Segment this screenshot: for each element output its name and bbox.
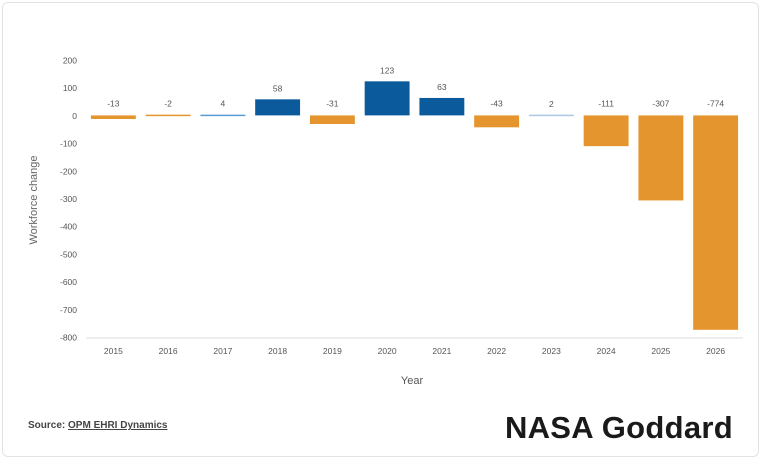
y-tick-label: 0 bbox=[72, 111, 77, 121]
bar-2017 bbox=[200, 114, 246, 117]
data-label-2021: 63 bbox=[437, 82, 447, 92]
x-tick-label: 2017 bbox=[213, 346, 232, 356]
x-tick-label: 2016 bbox=[159, 346, 178, 356]
chart-card bbox=[2, 2, 759, 457]
data-label-2017: 4 bbox=[221, 98, 226, 108]
bar-2019 bbox=[309, 115, 355, 124]
y-tick-label: -200 bbox=[60, 166, 77, 176]
bar-2021 bbox=[419, 97, 465, 116]
x-tick-label: 2019 bbox=[323, 346, 342, 356]
x-tick-label: 2026 bbox=[706, 346, 725, 356]
bar-2015 bbox=[90, 115, 136, 120]
data-label-2024: -111 bbox=[598, 98, 614, 108]
bar-2018 bbox=[255, 99, 301, 116]
bar-2025 bbox=[638, 115, 684, 201]
source-label: Source: bbox=[28, 420, 66, 431]
x-tick-label: 2018 bbox=[268, 346, 287, 356]
y-tick-label: -500 bbox=[60, 249, 77, 259]
data-label-2020: 123 bbox=[380, 65, 394, 75]
source-link[interactable]: OPM EHRI Dynamics bbox=[68, 420, 168, 431]
data-label-2022: -43 bbox=[490, 98, 503, 108]
x-axis-label: Year bbox=[401, 375, 424, 387]
x-tick-label: 2022 bbox=[487, 346, 506, 356]
bar-2016 bbox=[145, 114, 191, 117]
x-tick-label: 2023 bbox=[542, 346, 561, 356]
data-label-2025: -307 bbox=[652, 98, 669, 108]
bars bbox=[90, 81, 739, 330]
x-tick-label: 2024 bbox=[597, 346, 616, 356]
source-line: Source: OPM EHRI Dynamics bbox=[28, 420, 168, 431]
bar-2020 bbox=[364, 81, 410, 116]
x-axis: 2015 2016 2017 2018 2019 2020 2021 2022 2023 2024… bbox=[86, 337, 743, 356]
x-tick-label: 2021 bbox=[432, 346, 451, 356]
bar-2026 bbox=[693, 115, 739, 330]
y-tick-label: -600 bbox=[60, 277, 77, 287]
data-label-2019: -31 bbox=[326, 98, 339, 108]
data-label-2018: 58 bbox=[273, 83, 283, 93]
data-label-2015: -13 bbox=[107, 98, 120, 108]
y-tick-label: -300 bbox=[60, 194, 77, 204]
y-tick-label: 100 bbox=[63, 83, 77, 93]
bar-2023 bbox=[528, 114, 574, 117]
data-label-2023: 2 bbox=[549, 99, 554, 109]
x-tick-label: 2015 bbox=[104, 346, 123, 356]
y-tick-label: -700 bbox=[60, 305, 77, 315]
y-tick-label: -800 bbox=[60, 333, 77, 343]
y-tick-label: -400 bbox=[60, 222, 77, 232]
y-tick-label: 200 bbox=[63, 56, 77, 66]
brand-logo-text: NASA Goddard bbox=[504, 410, 733, 445]
y-tick-label: -100 bbox=[60, 139, 77, 149]
data-label-2026: -774 bbox=[707, 98, 724, 108]
data-labels: -13 -2 4 58 -31 123 63 -43 2 -111 -307 -774 bbox=[107, 65, 724, 109]
x-tick-label: 2020 bbox=[378, 346, 397, 356]
bar-2024 bbox=[583, 115, 629, 147]
y-axis: 200 100 0 -100 -200 -300 -400 -500 -600 -700 -800 bbox=[60, 56, 77, 343]
y-axis-label: Workforce change bbox=[28, 155, 40, 244]
bar-2022 bbox=[474, 115, 520, 128]
x-tick-label: 2025 bbox=[651, 346, 670, 356]
data-label-2016: -2 bbox=[164, 98, 172, 108]
